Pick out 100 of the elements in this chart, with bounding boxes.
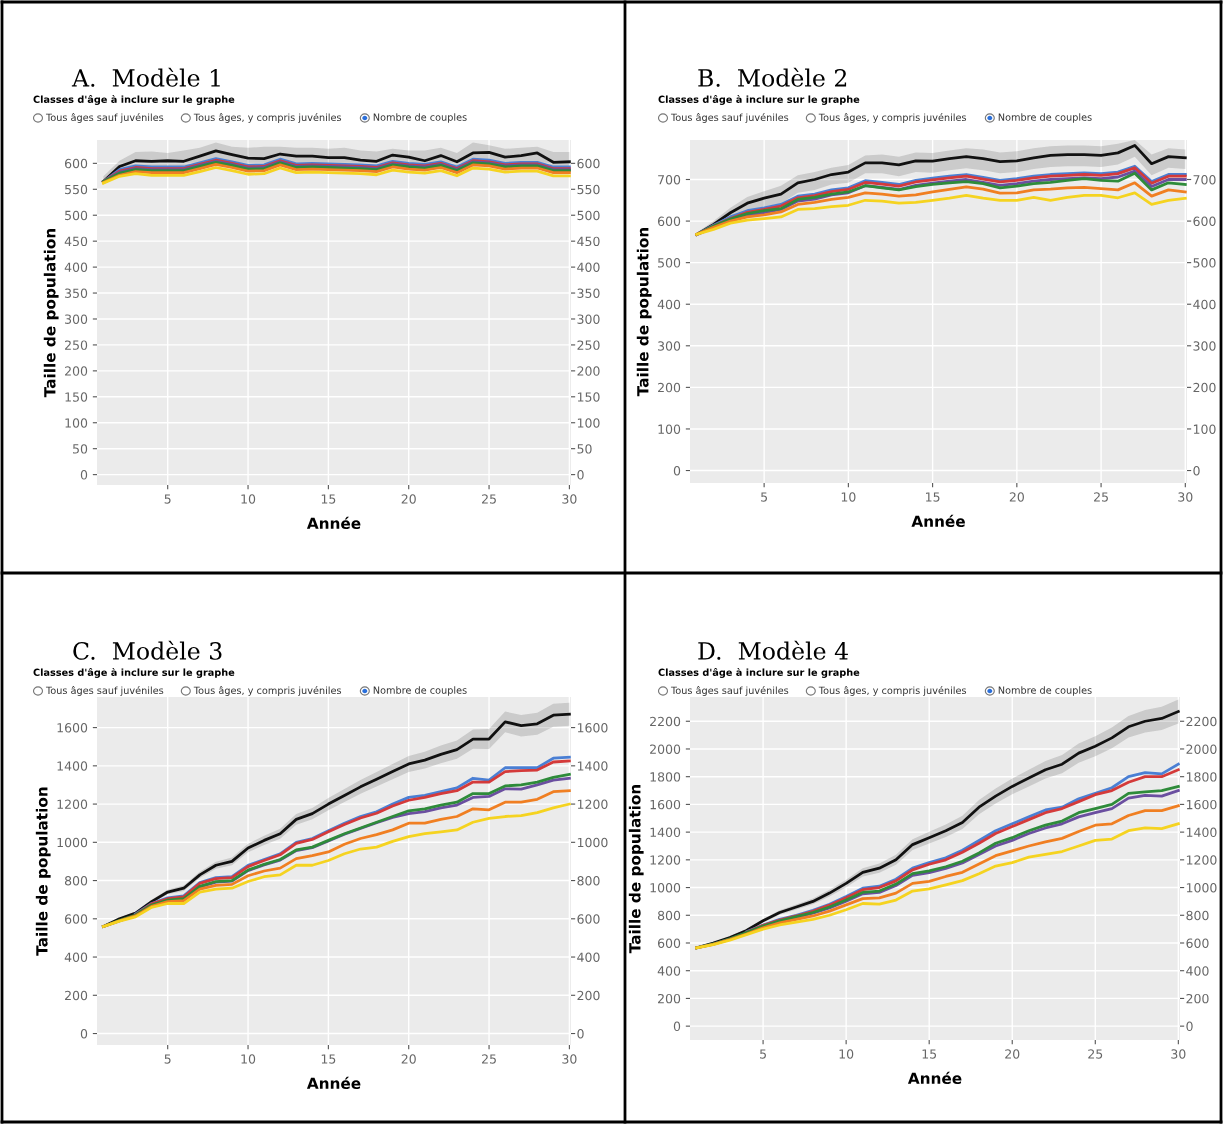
y-tick-label: 350	[65, 288, 88, 298]
y2-tick-label: 200	[577, 990, 600, 1001]
x-tick-label: 10	[839, 1049, 854, 1059]
y2-tick-label: 350	[577, 288, 600, 298]
y2-tick-label: 500	[577, 210, 600, 221]
y2-tick-label: 500	[1193, 258, 1216, 268]
x-axis-title: Année	[911, 514, 965, 528]
y2-tick-label: 0	[1186, 1021, 1193, 1032]
text: Tous âges sauf juvéniles	[45, 113, 164, 123]
y2-tick-label: 100	[577, 418, 600, 428]
y-tick-label: 1800	[650, 772, 681, 782]
y2-tick-label: 200	[577, 366, 600, 376]
y-tick-label: 2000	[650, 744, 681, 754]
x-tick-label: 10	[841, 492, 856, 502]
text: Tous âges, y compris juvéniles	[193, 686, 342, 696]
y-tick-label: 0	[80, 1029, 88, 1039]
y-tick-label: 250	[65, 340, 88, 350]
y-tick-label: 800	[657, 910, 681, 921]
y-tick-label: 1600	[57, 723, 88, 733]
text: Tous âges, y compris juvéniles	[818, 686, 967, 696]
y2-tick-label: 600	[577, 914, 600, 924]
text: Nombre de couples	[373, 113, 467, 123]
y-tick-label: 200	[658, 993, 681, 1004]
y2-tick-label: 1800	[1186, 772, 1217, 782]
x-tick-label: 20	[401, 494, 416, 504]
y-tick-label: 600	[64, 158, 88, 169]
y-tick-label: 200	[658, 382, 681, 393]
x-tick-label: 30	[562, 494, 577, 504]
y2-tick-label: 2200	[1186, 716, 1217, 727]
y2-tick-label: 150	[577, 392, 600, 402]
x-axis-title: Année	[306, 516, 361, 530]
text: Classes d'âge à inclure sur le graphe	[33, 95, 235, 105]
y2-tick-label: 0	[577, 1029, 584, 1039]
y2-tick-label: 1600	[1186, 799, 1217, 810]
text: Tous âges sauf juvéniles	[45, 686, 164, 696]
y-tick-label: 50	[73, 444, 88, 454]
x-tick-label: 15	[926, 492, 940, 502]
x-tick-label: 10	[241, 1054, 256, 1064]
x-tick-label: 5	[164, 1054, 171, 1064]
y2-tick-label: 1000	[1186, 883, 1217, 893]
text: Classes d'âge à inclure sur le graphe	[33, 668, 235, 678]
y2-tick-label: 450	[577, 236, 600, 247]
y-tick-label: 1600	[650, 799, 681, 810]
y-tick-label: 1400	[57, 761, 88, 771]
x-tick-label: 30	[562, 1054, 577, 1064]
chart-title: A. Modèle 1	[71, 67, 220, 87]
y-tick-label: 0	[673, 466, 681, 476]
y2-tick-label: 300	[1193, 341, 1216, 351]
y-tick-label: 2200	[650, 716, 681, 727]
y2-tick-label: 1400	[577, 761, 608, 771]
y-axis-title: Taille de population	[35, 787, 51, 956]
x-tick-label: 20	[401, 1054, 416, 1064]
y-axis-title: Taille de population	[636, 227, 652, 397]
y-tick-label: 200	[65, 990, 88, 1001]
chart-title: C. Modèle 3	[73, 640, 222, 660]
text: Tous âges, y compris juvéniles	[818, 113, 967, 123]
y2-tick-label: 400	[1193, 299, 1216, 310]
y2-tick-label: 50	[577, 444, 592, 454]
x-tick-label: 30	[1178, 492, 1193, 502]
y-tick-label: 100	[65, 418, 88, 428]
y2-tick-label: 200	[1193, 382, 1216, 393]
y-tick-label: 500	[658, 258, 681, 268]
x-tick-label: 15	[321, 494, 336, 504]
y2-tick-label: 550	[577, 184, 600, 195]
x-tick-label: 25	[1088, 1049, 1103, 1059]
text: Classes d'âge à inclure sur le graphe	[658, 668, 860, 678]
y2-tick-label: 1000	[577, 837, 608, 848]
x-axis-title: Année	[306, 1076, 361, 1090]
x-tick-label: 25	[1094, 492, 1108, 502]
y2-tick-label: 1400	[1186, 827, 1217, 838]
x-tick-label: 20	[1009, 492, 1024, 502]
y2-tick-label: 0	[1193, 466, 1200, 476]
text: Tous âges sauf juvéniles	[670, 686, 789, 696]
x-tick-label: 5	[761, 492, 768, 502]
text: Nombre de couples	[998, 113, 1092, 123]
y-tick-label: 1200	[650, 855, 681, 865]
x-tick-label: 5	[164, 494, 171, 504]
y-tick-label: 600	[657, 938, 681, 948]
y2-tick-label: 400	[577, 262, 600, 273]
y2-tick-label: 600	[577, 158, 600, 169]
y2-tick-label: 400	[1186, 966, 1209, 976]
text: Classes d'âge à inclure sur le graphe	[658, 95, 860, 105]
text: Tous âges sauf juvéniles	[670, 113, 789, 123]
y-tick-label: 1000	[57, 837, 88, 848]
y-tick-label: 100	[658, 424, 681, 434]
y-tick-label: 600	[657, 216, 681, 226]
y-tick-label: 800	[64, 876, 88, 886]
y2-tick-label: 200	[1186, 993, 1209, 1004]
y-tick-label: 400	[64, 952, 88, 962]
y-tick-label: 400	[64, 262, 88, 273]
x-tick-label: 25	[482, 1054, 496, 1064]
y2-tick-label: 700	[1193, 174, 1216, 185]
y2-tick-label: 400	[577, 952, 600, 962]
x-tick-label: 15	[321, 1054, 336, 1064]
y-tick-label: 1400	[650, 827, 681, 838]
chart-title: B. Modèle 2	[698, 67, 847, 87]
x-tick-label: 10	[241, 494, 256, 504]
chart-title: D. Modèle 4	[698, 640, 848, 660]
y-tick-label: 300	[658, 341, 681, 351]
y2-tick-label: 0	[577, 470, 584, 480]
